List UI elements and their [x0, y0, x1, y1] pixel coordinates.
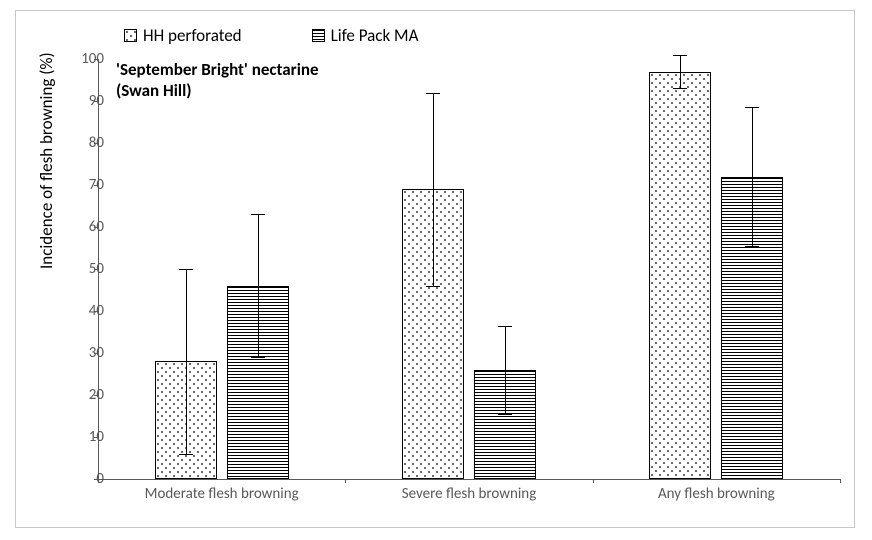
error-cap	[251, 214, 265, 215]
legend-item-ma: Life Pack MA	[312, 25, 419, 46]
legend-label-ma: Life Pack MA	[331, 25, 419, 46]
x-tick	[840, 479, 841, 483]
error-bar	[680, 55, 681, 89]
y-tick-label: 50	[89, 260, 104, 278]
y-tick-label: 40	[89, 302, 104, 320]
error-bar	[505, 326, 506, 414]
x-tick	[593, 479, 594, 483]
annotation-line2: (Swan Hill)	[116, 80, 192, 101]
y-tick-label: 20	[89, 386, 104, 404]
error-cap	[426, 93, 440, 94]
y-tick-label: 70	[89, 176, 104, 194]
error-cap	[745, 246, 759, 247]
error-cap	[179, 269, 193, 270]
error-cap	[251, 357, 265, 358]
legend-item-hh: HH perforated	[124, 25, 242, 46]
x-category-label: Severe flesh browning	[402, 485, 537, 503]
legend: HH perforated Life Pack MA	[124, 25, 418, 46]
x-tick	[98, 479, 99, 483]
y-tick-label: 60	[89, 218, 104, 236]
x-category-label: Moderate flesh browning	[145, 485, 299, 503]
error-bar	[433, 93, 434, 286]
y-tick-label: 30	[89, 344, 104, 362]
y-tick-label: 100	[81, 50, 104, 68]
legend-label-hh: HH perforated	[143, 25, 242, 46]
bar-hh	[649, 72, 711, 479]
chart-frame: HH perforated Life Pack MA 'September Br…	[15, 10, 855, 528]
annotation-line1: 'September Bright' nectarine	[116, 59, 319, 80]
y-axis-title: Incidence of flesh browning (%)	[36, 52, 57, 269]
x-tick	[345, 479, 346, 483]
legend-swatch-ma	[312, 29, 325, 42]
error-cap	[498, 326, 512, 327]
error-cap	[179, 454, 193, 455]
error-cap	[498, 414, 512, 415]
y-tick-label: 80	[89, 134, 104, 152]
y-tick-label: 10	[89, 428, 104, 446]
error-cap	[426, 286, 440, 287]
error-bar	[752, 107, 753, 246]
error-cap	[673, 88, 687, 89]
error-cap	[745, 107, 759, 108]
y-tick-label: 90	[89, 92, 104, 110]
x-category-label: Any flesh browning	[658, 485, 775, 503]
error-bar	[186, 269, 187, 454]
chart-annotation: 'September Bright' nectarine (Swan Hill)	[116, 59, 319, 102]
legend-swatch-hh	[124, 29, 137, 42]
error-cap	[673, 55, 687, 56]
error-bar	[258, 214, 259, 357]
